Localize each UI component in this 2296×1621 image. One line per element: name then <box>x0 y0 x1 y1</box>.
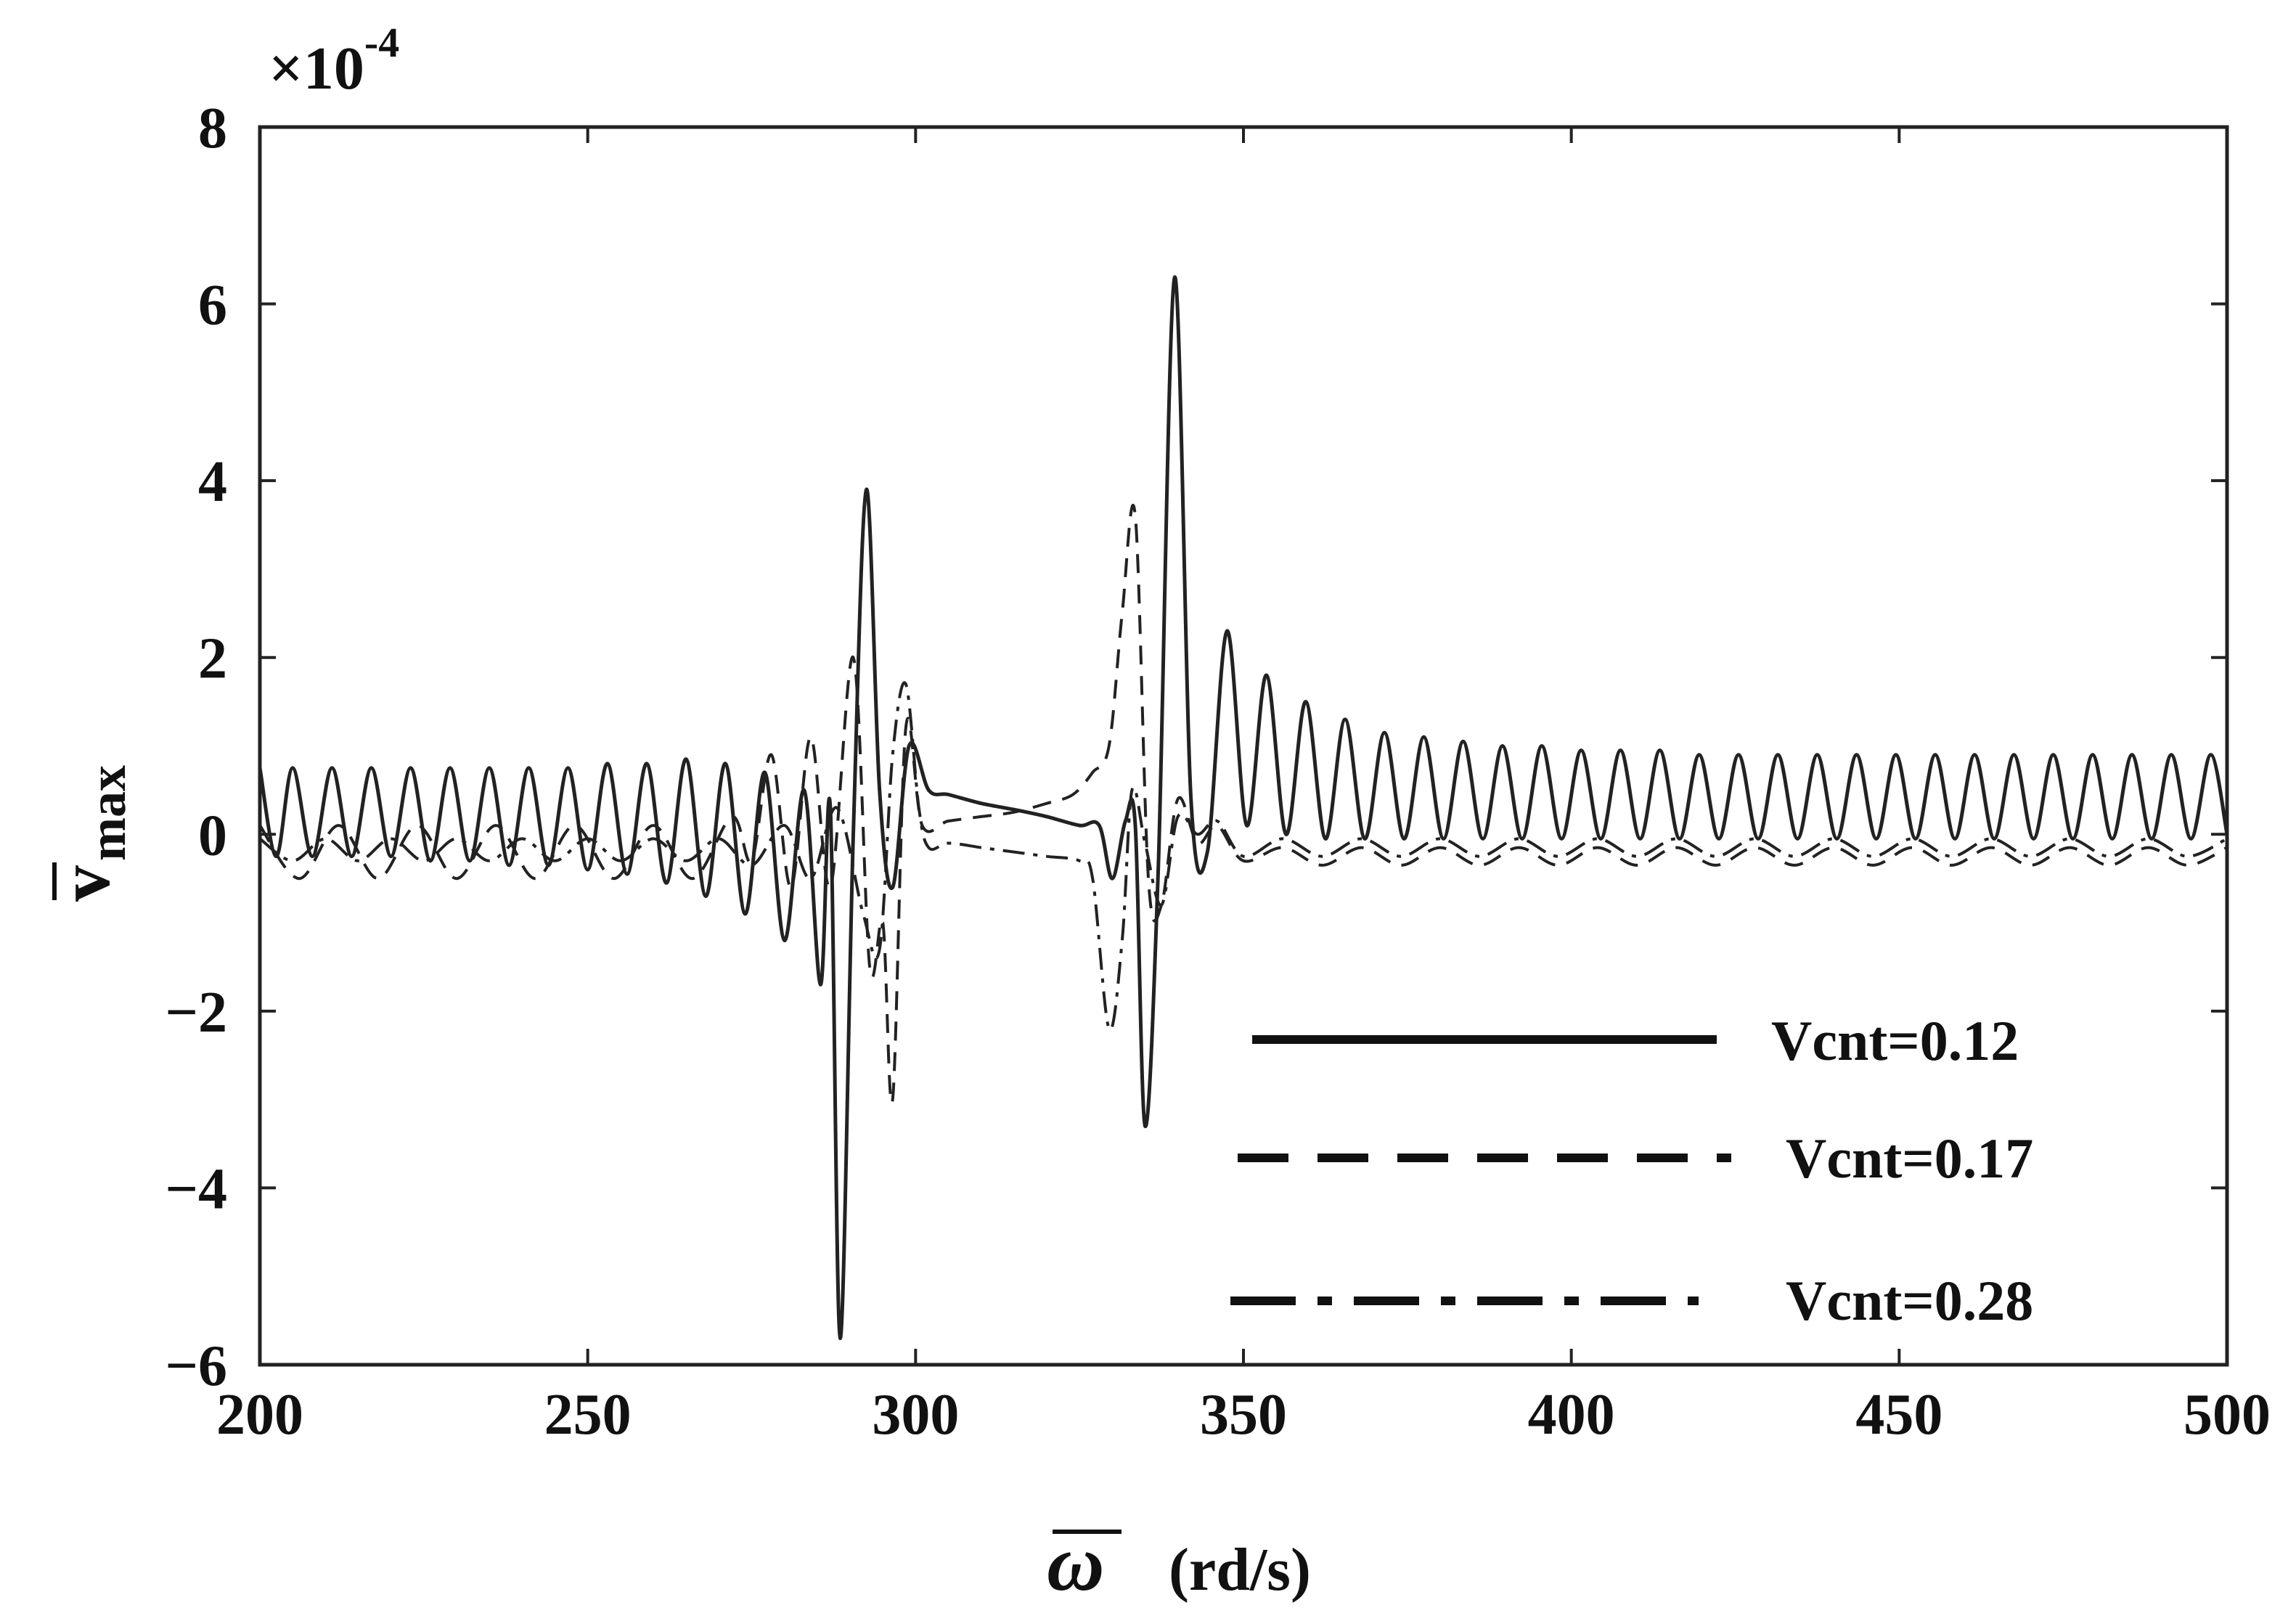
x-tick-label-6: 500 <box>2183 1383 2271 1447</box>
y-tick-label-6: 6 <box>198 274 227 338</box>
x-axis-title: ω (rd/s) <box>1047 1519 1311 1607</box>
series-line-0 <box>258 275 2229 1341</box>
y-tick-label-0: −6 <box>165 1334 227 1398</box>
legend: Vcnt=0.12 Vcnt=0.17 Vcnt=0.28 <box>1230 1009 2033 1332</box>
series-line-2 <box>258 681 2228 1032</box>
y-tick-label-7: 8 <box>198 97 227 160</box>
y-tick-label-3: 0 <box>198 804 227 867</box>
x-tick-label-1: 250 <box>544 1383 632 1447</box>
x-tick-label-3: 350 <box>1200 1383 1287 1447</box>
x-axis-symbol: ω <box>1047 1519 1105 1607</box>
ticks-layer <box>258 126 2228 1366</box>
y-tick-label-4: 2 <box>198 627 227 691</box>
series-line-1 <box>258 504 2228 1105</box>
y-axis-subscript: max <box>78 765 136 861</box>
x-tick-label-5: 450 <box>1855 1383 1942 1447</box>
y-tick-label-1: −4 <box>165 1157 227 1221</box>
x-tick-labels: 200 250 300 350 400 450 500 <box>216 1383 2271 1447</box>
series-layer <box>258 275 2229 1341</box>
x-tick-label-2: 300 <box>872 1383 959 1447</box>
y-tick-label-2: −2 <box>165 981 227 1045</box>
y-tick-label-5: 4 <box>198 450 227 514</box>
legend-label-1: Vcnt=0.17 <box>1786 1127 2033 1190</box>
legend-label-0: Vcnt=0.12 <box>1771 1009 2019 1072</box>
y-exponent-label: ×10-4 <box>269 19 399 102</box>
x-axis-unit: (rd/s) <box>1169 1536 1311 1604</box>
x-tick-label-4: 400 <box>1528 1383 1615 1447</box>
y-axis-title: v max <box>44 765 136 902</box>
x-tick-label-0: 200 <box>216 1383 303 1447</box>
y-axis-symbol: v <box>44 865 125 902</box>
y-tick-labels: −6 −4 −2 0 2 4 6 8 <box>165 97 227 1398</box>
legend-label-2: Vcnt=0.28 <box>1786 1269 2033 1332</box>
